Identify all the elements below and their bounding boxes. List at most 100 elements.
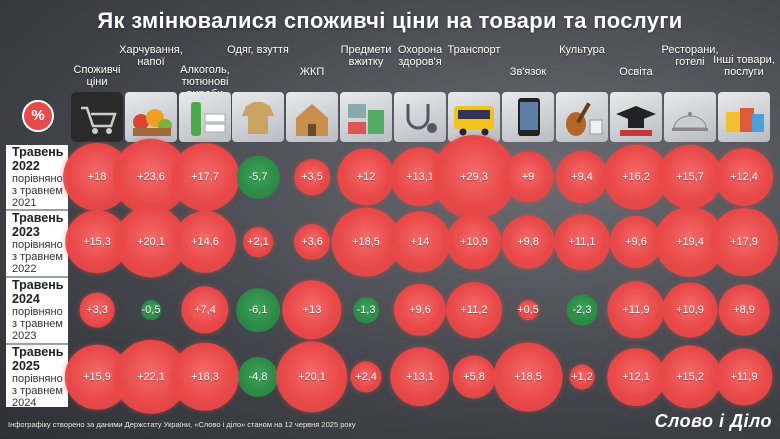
value-label: +2,1 bbox=[247, 236, 269, 248]
graduation-cap-icon bbox=[610, 92, 662, 142]
shopping-cart-icon bbox=[71, 92, 123, 142]
value-label: +13,1 bbox=[406, 171, 434, 183]
value-label: -6,1 bbox=[248, 304, 268, 316]
value-bubble bbox=[501, 215, 555, 269]
value-bubble bbox=[718, 284, 770, 336]
value-bubble bbox=[432, 135, 516, 219]
value-label: -2,3 bbox=[572, 304, 592, 316]
value-label: +15,2 bbox=[676, 371, 704, 383]
value-label: +13,1 bbox=[406, 371, 434, 383]
value-bubble bbox=[353, 297, 379, 323]
category-label: Споживчі ціни bbox=[73, 64, 121, 88]
value-label: +8,9 bbox=[733, 304, 755, 316]
value-bubble bbox=[446, 214, 502, 270]
value-bubble bbox=[662, 282, 718, 338]
value-bubble bbox=[294, 159, 330, 195]
value-bubble bbox=[79, 292, 115, 328]
value-bubble bbox=[181, 286, 229, 334]
bottle-icon bbox=[179, 92, 231, 142]
value-label: -0,5 bbox=[141, 304, 161, 316]
value-bubble bbox=[173, 210, 237, 274]
category-label: Інші товари, послуги bbox=[713, 54, 775, 78]
value-label: +20,1 bbox=[137, 236, 165, 248]
row-year: Травень 2023 bbox=[12, 211, 64, 239]
appliances-icon bbox=[340, 92, 392, 142]
value-label: +11,2 bbox=[460, 304, 488, 316]
value-bubble bbox=[607, 281, 665, 339]
category-label: Зв'язок bbox=[509, 66, 547, 78]
category-label: Одяг, взуття bbox=[227, 44, 289, 56]
value-label: +14 bbox=[410, 236, 430, 248]
value-label: +9,6 bbox=[625, 236, 647, 248]
value-label: +11,9 bbox=[730, 371, 758, 383]
row-label: Травень 2022 порівняно з травнем 2021 bbox=[6, 145, 68, 209]
value-label: +12,1 bbox=[622, 371, 650, 383]
value-bubble bbox=[141, 300, 161, 320]
value-label: +17,9 bbox=[730, 236, 758, 248]
value-label: +20,1 bbox=[298, 371, 326, 383]
value-label: +3,5 bbox=[301, 171, 323, 183]
value-label: +16,2 bbox=[622, 171, 650, 183]
category-label: Ресторани, готелі bbox=[661, 44, 719, 68]
value-bubble bbox=[657, 144, 723, 210]
percent-badge: % bbox=[22, 100, 54, 132]
value-bubble bbox=[554, 214, 610, 270]
value-bubble bbox=[658, 345, 722, 409]
value-label: +13 bbox=[302, 304, 322, 316]
category-label: ЖКП bbox=[299, 66, 325, 78]
value-bubble bbox=[710, 208, 778, 276]
value-label: +3,6 bbox=[301, 236, 323, 248]
smartphone-icon bbox=[502, 92, 554, 142]
value-label: +22,1 bbox=[137, 371, 165, 383]
value-bubble bbox=[243, 227, 273, 257]
value-label: +3,3 bbox=[86, 304, 108, 316]
value-label: +19,4 bbox=[676, 236, 704, 248]
value-label: -4,8 bbox=[248, 371, 268, 383]
value-label: +0,5 bbox=[517, 304, 539, 316]
row-year: Травень 2025 bbox=[12, 345, 64, 373]
value-bubble bbox=[607, 348, 665, 406]
row-separator bbox=[6, 343, 68, 345]
value-label: +9,8 bbox=[517, 236, 539, 248]
value-label: +9,6 bbox=[409, 304, 431, 316]
value-bubble bbox=[518, 300, 538, 320]
food-basket-icon bbox=[125, 92, 177, 142]
value-bubble bbox=[294, 224, 330, 260]
value-bubble bbox=[609, 215, 663, 269]
value-label: +5,8 bbox=[463, 371, 485, 383]
value-label: +18,5 bbox=[352, 236, 380, 248]
value-label: +15,3 bbox=[83, 236, 111, 248]
value-label: +23,6 bbox=[137, 171, 165, 183]
value-bubble bbox=[282, 280, 342, 340]
page-title: Як змінювалися споживчі ціни на товари т… bbox=[97, 8, 683, 33]
value-label: +17,7 bbox=[191, 171, 219, 183]
value-bubble bbox=[350, 361, 382, 393]
value-bubble bbox=[715, 348, 773, 406]
value-label: +7,4 bbox=[194, 304, 216, 316]
value-label: -5,7 bbox=[248, 171, 268, 183]
shopping-bags-icon bbox=[718, 92, 770, 142]
row-comparison: порівняно з травнем 2023 bbox=[12, 306, 63, 342]
guitar-icon bbox=[556, 92, 608, 142]
value-bubble bbox=[556, 151, 608, 203]
row-comparison: порівняно з травнем 2022 bbox=[12, 239, 63, 275]
value-bubble bbox=[337, 148, 395, 206]
row-separator bbox=[6, 209, 68, 211]
value-label: +14,6 bbox=[191, 236, 219, 248]
row-separator bbox=[6, 276, 68, 278]
value-label: +29,3 bbox=[460, 171, 488, 183]
value-bubble bbox=[393, 283, 447, 337]
value-bubble bbox=[170, 342, 240, 412]
value-label: +10,9 bbox=[676, 304, 704, 316]
value-label: -1,3 bbox=[356, 304, 376, 316]
value-label: +12,4 bbox=[730, 171, 758, 183]
value-bubble bbox=[331, 207, 401, 277]
value-bubble bbox=[493, 342, 563, 412]
value-bubble bbox=[502, 151, 554, 203]
value-label: +15,9 bbox=[83, 371, 111, 383]
value-label: +10,9 bbox=[460, 236, 488, 248]
value-bubble bbox=[171, 143, 239, 211]
row-label: Травень 2024 порівняно з травнем 2023 bbox=[6, 278, 68, 343]
value-bubble bbox=[238, 357, 278, 397]
value-bubble bbox=[569, 364, 595, 390]
